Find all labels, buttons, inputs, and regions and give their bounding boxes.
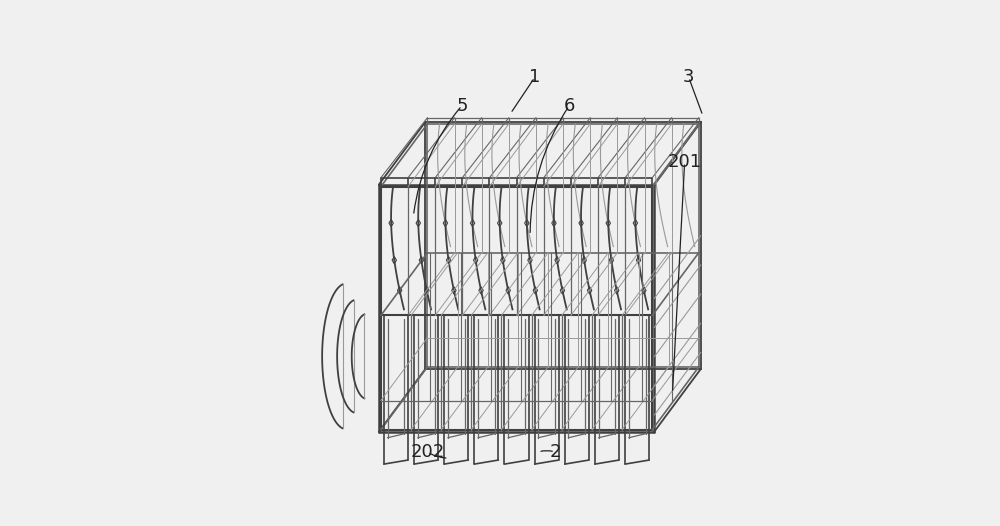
Text: 1: 1 [529,68,540,86]
Text: 201: 201 [668,154,702,171]
Text: 3: 3 [683,68,694,86]
Text: 5: 5 [456,97,468,115]
Text: 6: 6 [564,97,575,115]
Text: 202: 202 [410,443,445,461]
Text: 2: 2 [549,443,561,461]
